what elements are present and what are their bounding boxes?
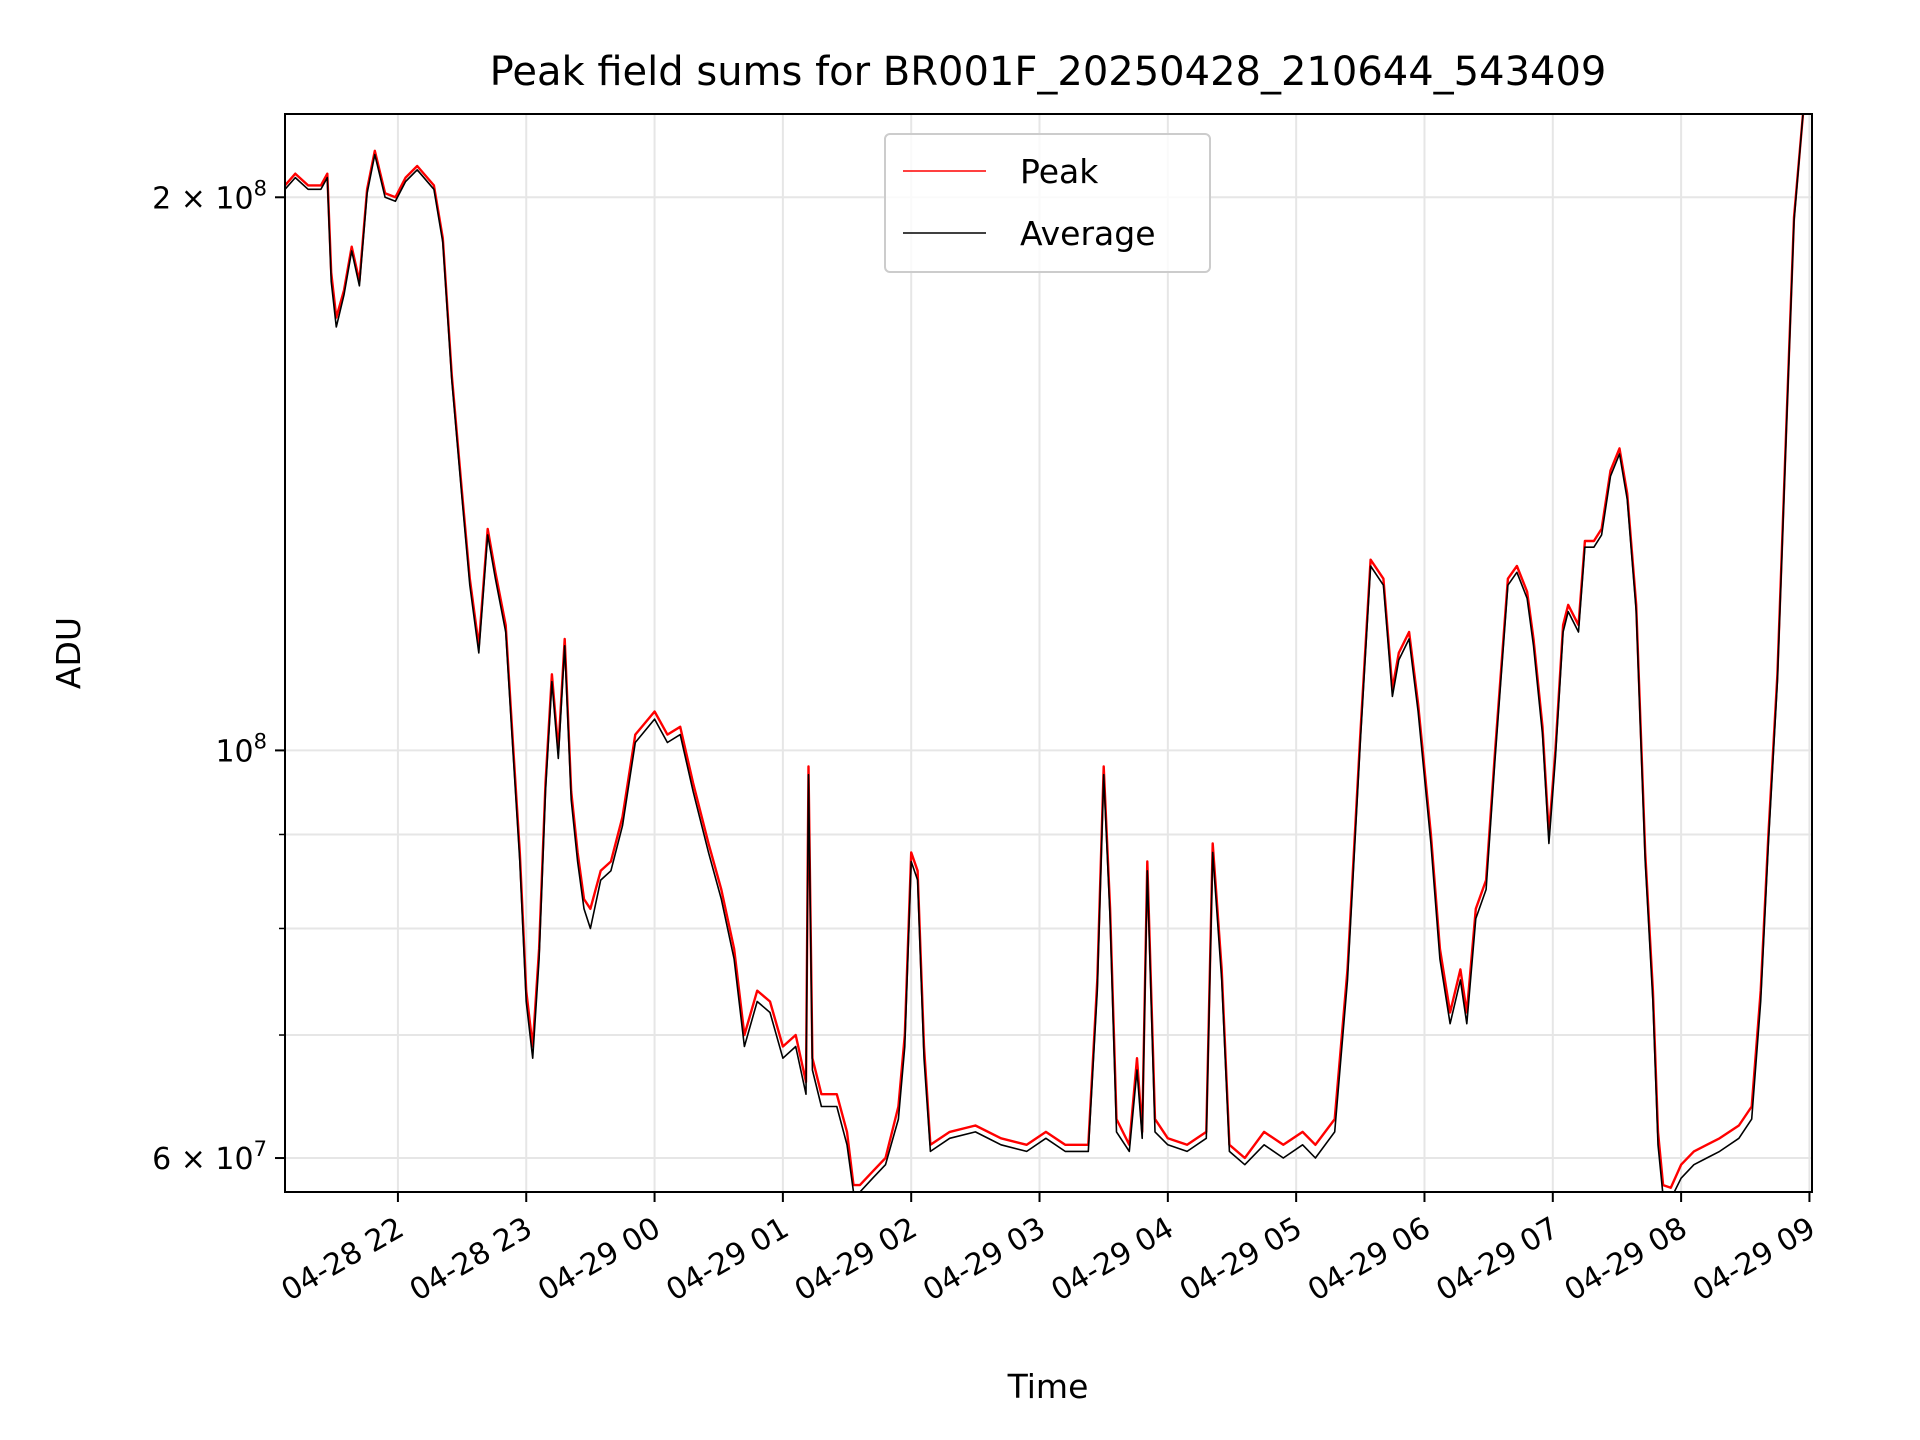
- legend-label-average: Average: [1020, 214, 1156, 253]
- grid-lines: [285, 114, 1812, 1192]
- plot-frame: [284, 113, 1813, 1193]
- legend-box: [884, 133, 1211, 273]
- y-tick-label: 108: [215, 729, 267, 769]
- series-layer: [285, 114, 1805, 1192]
- legend-label-peak: Peak: [1020, 152, 1099, 191]
- y-tick-label: 2 × 108: [152, 176, 267, 216]
- y-axis-title: ADU: [49, 617, 88, 689]
- series-line-average: [285, 114, 1804, 1192]
- legend: Peak Average: [884, 133, 1211, 273]
- chart-title: Peak field sums for BR001F_20250428_2106…: [490, 49, 1607, 95]
- x-axis-title: Time: [1007, 1367, 1089, 1406]
- y-tick-label: 6 × 107: [152, 1137, 267, 1177]
